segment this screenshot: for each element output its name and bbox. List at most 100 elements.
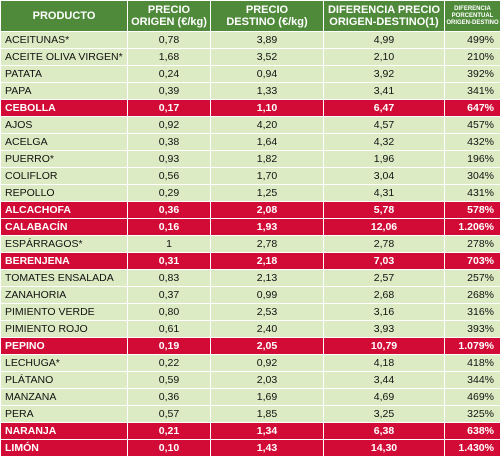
cell-precio-destino: 4,20 bbox=[211, 117, 324, 134]
header-origen-line1: PRECIO bbox=[148, 4, 190, 16]
header-diferencia-line1: DIFERENCIA PRECIO bbox=[328, 4, 440, 16]
cell-producto: PEPINO bbox=[1, 338, 128, 355]
cell-precio-origen: 0,19 bbox=[128, 338, 211, 355]
cell-precio-origen: 0,37 bbox=[128, 287, 211, 304]
header-diferencia-precio: DIFERENCIA PRECIO ORIGEN-DESTINO(1) bbox=[324, 1, 445, 32]
cell-producto: TOMATES ENSALADA bbox=[1, 270, 128, 287]
cell-precio-destino: 1,34 bbox=[211, 423, 324, 440]
cell-producto: PIMIENTO VERDE bbox=[1, 304, 128, 321]
cell-producto: ALCACHOFA bbox=[1, 202, 128, 219]
cell-porcentaje: 210% bbox=[445, 49, 500, 66]
cell-diferencia: 6,47 bbox=[324, 100, 445, 117]
cell-precio-destino: 1,85 bbox=[211, 406, 324, 423]
cell-diferencia: 6,38 bbox=[324, 423, 445, 440]
cell-precio-destino: 2,53 bbox=[211, 304, 324, 321]
cell-diferencia: 4,18 bbox=[324, 355, 445, 372]
header-row: PRODUCTO PRECIO ORIGEN (€/kg) PRECIO DES… bbox=[1, 1, 500, 32]
cell-porcentaje: 341% bbox=[445, 83, 500, 100]
cell-precio-destino: 2,40 bbox=[211, 321, 324, 338]
cell-producto: LECHUGA* bbox=[1, 355, 128, 372]
cell-producto: ACEITUNAS* bbox=[1, 32, 128, 49]
cell-porcentaje: 344% bbox=[445, 372, 500, 389]
cell-diferencia: 4,31 bbox=[324, 185, 445, 202]
cell-precio-origen: 0,17 bbox=[128, 100, 211, 117]
cell-precio-origen: 0,16 bbox=[128, 219, 211, 236]
cell-producto: MANZANA bbox=[1, 389, 128, 406]
cell-precio-destino: 0,94 bbox=[211, 66, 324, 83]
cell-precio-origen: 0,61 bbox=[128, 321, 211, 338]
header-diferencia-line2: ORIGEN-DESTINO(1) bbox=[329, 16, 438, 28]
cell-precio-origen: 0,56 bbox=[128, 168, 211, 185]
cell-diferencia: 12,06 bbox=[324, 219, 445, 236]
cell-diferencia: 4,99 bbox=[324, 32, 445, 49]
cell-porcentaje: 638% bbox=[445, 423, 500, 440]
cell-precio-origen: 0,92 bbox=[128, 117, 211, 134]
cell-diferencia: 14,30 bbox=[324, 440, 445, 457]
cell-porcentaje: 432% bbox=[445, 134, 500, 151]
cell-precio-destino: 2,13 bbox=[211, 270, 324, 287]
cell-porcentaje: 457% bbox=[445, 117, 500, 134]
cell-producto: ACELGA bbox=[1, 134, 128, 151]
cell-producto: PUERRO* bbox=[1, 151, 128, 168]
cell-diferencia: 3,04 bbox=[324, 168, 445, 185]
cell-diferencia: 3,93 bbox=[324, 321, 445, 338]
cell-producto: ZANAHORIA bbox=[1, 287, 128, 304]
cell-precio-destino: 3,52 bbox=[211, 49, 324, 66]
cell-producto: ESPÁRRAGOS* bbox=[1, 236, 128, 253]
cell-precio-origen: 0,21 bbox=[128, 423, 211, 440]
cell-producto: CALABACÍN bbox=[1, 219, 128, 236]
cell-precio-destino: 1,10 bbox=[211, 100, 324, 117]
cell-precio-destino: 1,33 bbox=[211, 83, 324, 100]
cell-producto: PAPA bbox=[1, 83, 128, 100]
cell-precio-origen: 0,22 bbox=[128, 355, 211, 372]
cell-diferencia: 4,32 bbox=[324, 134, 445, 151]
cell-precio-destino: 2,18 bbox=[211, 253, 324, 270]
cell-diferencia: 10,79 bbox=[324, 338, 445, 355]
cell-porcentaje: 268% bbox=[445, 287, 500, 304]
cell-producto: PIMIENTO ROJO bbox=[1, 321, 128, 338]
cell-porcentaje: 418% bbox=[445, 355, 500, 372]
cell-producto: AJOS bbox=[1, 117, 128, 134]
cell-producto: PLÁTANO bbox=[1, 372, 128, 389]
header-porcentual-line1: DIFERENCIA bbox=[454, 6, 491, 12]
cell-diferencia: 1,96 bbox=[324, 151, 445, 168]
cell-diferencia: 2,68 bbox=[324, 287, 445, 304]
cell-precio-destino: 0,92 bbox=[211, 355, 324, 372]
header-producto-label: PRODUCTO bbox=[33, 10, 96, 22]
cell-precio-origen: 0,39 bbox=[128, 83, 211, 100]
cell-diferencia: 4,69 bbox=[324, 389, 445, 406]
cell-precio-origen: 0,29 bbox=[128, 185, 211, 202]
cell-precio-origen: 0,78 bbox=[128, 32, 211, 49]
cell-porcentaje: 578% bbox=[445, 202, 500, 219]
cell-porcentaje: 392% bbox=[445, 66, 500, 83]
cell-diferencia: 2,57 bbox=[324, 270, 445, 287]
cell-precio-destino: 1,93 bbox=[211, 219, 324, 236]
cell-porcentaje: 316% bbox=[445, 304, 500, 321]
cell-porcentaje: 431% bbox=[445, 185, 500, 202]
cell-producto: PATATA bbox=[1, 66, 128, 83]
cell-precio-destino: 1,25 bbox=[211, 185, 324, 202]
cell-precio-origen: 0,93 bbox=[128, 151, 211, 168]
cell-producto: LIMÓN bbox=[1, 440, 128, 457]
cell-precio-origen: 0,80 bbox=[128, 304, 211, 321]
cell-diferencia: 7,03 bbox=[324, 253, 445, 270]
cell-porcentaje: 647% bbox=[445, 100, 500, 117]
cell-precio-origen: 0,31 bbox=[128, 253, 211, 270]
cell-porcentaje: 196% bbox=[445, 151, 500, 168]
cell-producto: PERA bbox=[1, 406, 128, 423]
cell-precio-destino: 2,05 bbox=[211, 338, 324, 355]
